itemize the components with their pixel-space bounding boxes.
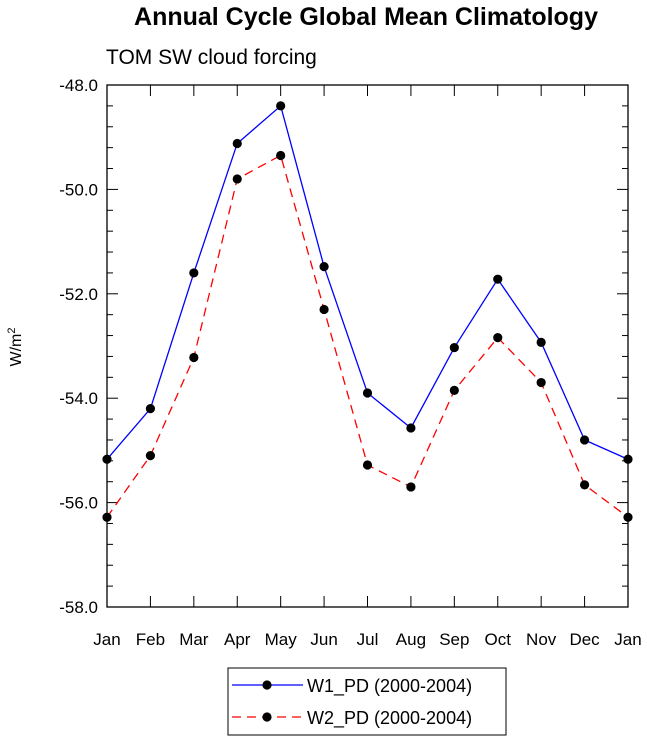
x-tick-label: Feb (136, 630, 165, 649)
legend-marker (262, 712, 272, 722)
series-point (319, 304, 329, 315)
x-tick-label: May (265, 630, 298, 649)
y-axis: -58.0 -56.0 -54.0 -52.0 -50.0 -48.0 (59, 76, 628, 617)
series-point (406, 482, 416, 492)
series-point (623, 454, 633, 464)
series-point (449, 385, 459, 395)
series-point (102, 512, 112, 522)
legend-box (227, 667, 507, 736)
plot-area (106, 84, 629, 608)
legend-marker (262, 680, 272, 690)
y-tick-label: -56.0 (59, 494, 98, 513)
x-tick-label: Aug (396, 630, 426, 649)
x-tick-label: Jun (310, 630, 337, 649)
series-point (145, 404, 156, 414)
x-axis: Jan Feb Mar Apr May Jun Jul Aug Sep Oct Nov Dec Jan (93, 85, 642, 649)
legend-entry-w2: W2_PD (2000-2004) (232, 708, 472, 729)
series-point (276, 101, 286, 111)
series-point (579, 435, 590, 445)
legend-entry-w1: W1_PD (2000-2004) (232, 676, 472, 697)
chart-title: Annual Cycle Global Mean Climatology (134, 3, 598, 31)
series-point (102, 454, 112, 464)
series-layer (102, 101, 633, 522)
y-tick-label: -52.0 (59, 285, 98, 304)
series-point (623, 512, 633, 522)
legend: W1_PD (2000-2004) W2_PD (2000-2004) (227, 667, 507, 736)
x-tick-label: Oct (485, 630, 512, 649)
y-tick-label: -50.0 (59, 180, 98, 199)
series-point (579, 480, 590, 490)
x-tick-label: Jul (357, 630, 379, 649)
series-point (493, 333, 503, 343)
series-2 (102, 150, 633, 522)
series-point (362, 388, 373, 398)
x-tick-label: Dec (569, 630, 600, 649)
y-axis-label-superscript: 2 (6, 328, 18, 334)
x-tick-label: Jan (93, 630, 120, 649)
series-point (362, 460, 373, 470)
series-1 (102, 101, 633, 464)
chart-subtitle: TOM SW cloud forcing (106, 46, 317, 69)
y-tick-label: -54.0 (59, 389, 98, 408)
series-point (449, 342, 459, 353)
series-line (106, 104, 629, 460)
series-point (232, 174, 242, 184)
x-tick-label: Jan (614, 630, 641, 649)
x-tick-label: Apr (224, 630, 251, 649)
series-point (536, 337, 546, 347)
series-point (232, 138, 242, 149)
y-tick-label: -48.0 (59, 76, 98, 95)
series-point (189, 352, 199, 363)
y-tick-label: -58.0 (59, 598, 98, 617)
x-tick-label: Nov (526, 630, 557, 649)
series-point (319, 262, 329, 272)
series-point (406, 423, 416, 433)
legend-label: W1_PD (2000-2004) (307, 676, 472, 697)
x-tick-label: Mar (179, 630, 209, 649)
plot-frame (106, 84, 629, 608)
series-point (145, 451, 156, 461)
y-axis-label: W/m2 (6, 328, 25, 367)
legend-label: W2_PD (2000-2004) (307, 708, 472, 729)
series-point (276, 150, 286, 161)
series-point (189, 268, 199, 278)
series-point (493, 274, 503, 284)
x-tick-label: Sep (439, 630, 469, 649)
series-point (536, 377, 546, 388)
